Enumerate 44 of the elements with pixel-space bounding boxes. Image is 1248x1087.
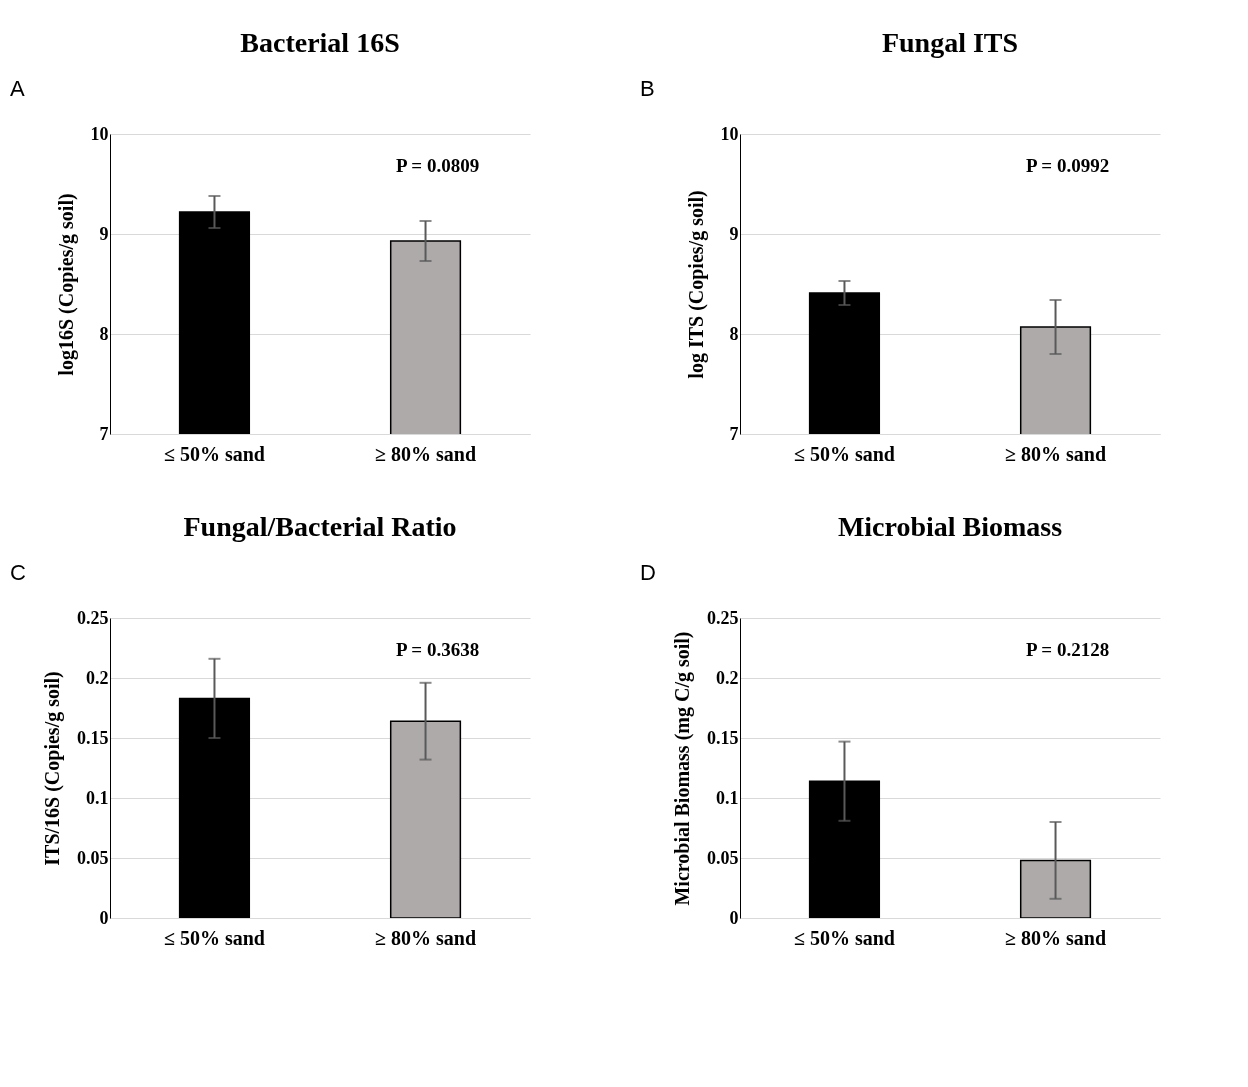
- y-axis-title: Microbial Biomass (mg C/g soil): [671, 631, 694, 906]
- x-tick-label: ≥ 80% sand: [375, 926, 477, 949]
- y-tick-label: 8: [99, 323, 109, 344]
- x-tick-label: ≤ 50% sand: [793, 926, 895, 949]
- y-tick-label: 0.05: [77, 847, 109, 868]
- y-tick-label: 0: [729, 907, 739, 928]
- y-tick-label: 0.25: [707, 607, 739, 628]
- y-axis-title: log16S (Copies/g soil): [54, 193, 78, 376]
- y-tick-label: 0.2: [86, 667, 109, 688]
- y-tick-label: 0.25: [77, 607, 109, 628]
- y-tick-label: 0.1: [86, 787, 109, 808]
- y-tick-label: 7: [729, 423, 739, 444]
- y-tick-label: 10: [90, 123, 109, 144]
- chart-title: Fungal/Bacterial Ratio: [183, 511, 457, 542]
- y-tick-label: 10: [720, 123, 739, 144]
- y-tick-label: 7: [99, 423, 109, 444]
- y-tick-label: 9: [99, 223, 109, 244]
- y-tick-label: 0.15: [77, 727, 109, 748]
- y-tick-label: 0.2: [716, 667, 739, 688]
- annotation: P = 0.2128: [1026, 639, 1110, 660]
- x-tick-label: ≥ 80% sand: [1005, 926, 1107, 949]
- chart-title: Bacterial 16S: [240, 27, 400, 58]
- y-tick-label: 9: [729, 223, 739, 244]
- y-axis-title: log ITS (Copies/g soil): [684, 190, 708, 379]
- text: C: [10, 560, 26, 585]
- x-tick-label: ≥ 80% sand: [375, 442, 477, 465]
- x-tick-label: ≤ 50% sand: [163, 442, 265, 465]
- annotation: P = 0.0992: [1026, 155, 1110, 176]
- x-tick-label: ≤ 50% sand: [163, 926, 265, 949]
- x-tick-label: ≤ 50% sand: [793, 442, 895, 465]
- annotation: P = 0.3638: [396, 639, 480, 660]
- y-tick-label: 0.15: [707, 727, 739, 748]
- y-axis-title: ITS/16S (Copies/g soil): [41, 671, 64, 866]
- chart-title: Microbial Biomass: [837, 511, 1063, 542]
- y-tick-label: 0.05: [707, 847, 739, 868]
- y-tick-label: 0.1: [716, 787, 739, 808]
- annotation: P = 0.0809: [396, 155, 480, 176]
- text: A: [10, 76, 25, 101]
- y-tick-label: 0: [99, 907, 109, 928]
- y-tick-label: 8: [729, 323, 739, 344]
- text: D: [640, 560, 656, 585]
- chart-title: Fungal ITS: [881, 27, 1019, 58]
- x-tick-label: ≥ 80% sand: [1005, 442, 1107, 465]
- text: B: [640, 76, 655, 101]
